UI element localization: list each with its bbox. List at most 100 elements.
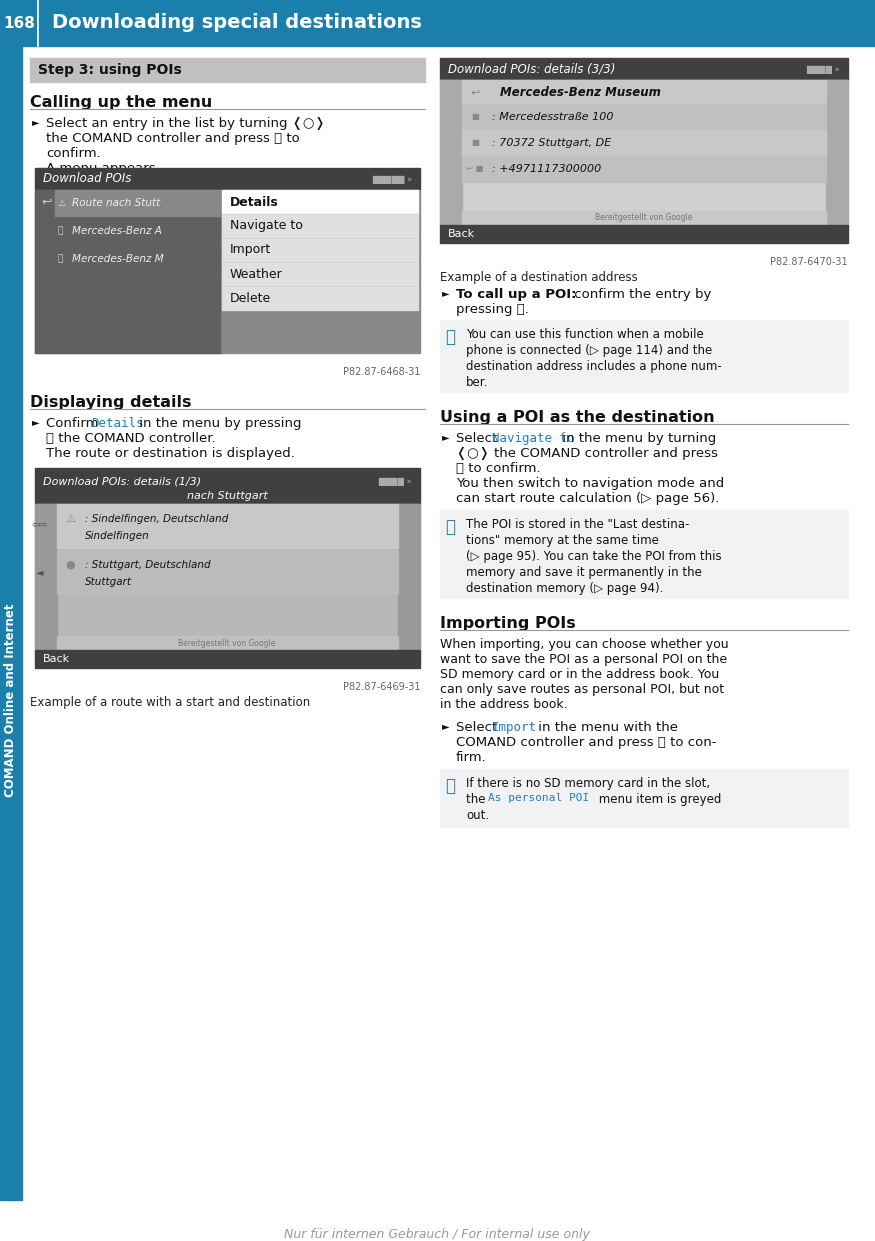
Text: Mercedes-Benz A: Mercedes-Benz A [72, 226, 162, 236]
Text: Sindelfingen: Sindelfingen [85, 531, 150, 541]
Text: : Sindelfingen, Deutschland: : Sindelfingen, Deutschland [85, 514, 228, 524]
Text: : Mercedesstraße 100: : Mercedesstraße 100 [492, 112, 613, 122]
Text: memory and save it permanently in the: memory and save it permanently in the [466, 566, 702, 580]
Text: destination address includes a phone num-: destination address includes a phone num… [466, 360, 722, 374]
Bar [35, 504, 57, 650]
Text: Example of a destination address: Example of a destination address [440, 271, 638, 284]
Text: confirm the entry by: confirm the entry by [570, 288, 711, 302]
Text: ↩: ↩ [471, 87, 480, 97]
Text: Back: Back [43, 654, 70, 664]
Text: ►: ► [442, 432, 450, 442]
Text: ►: ► [32, 417, 39, 427]
Text: As personal POI: As personal POI [488, 793, 589, 803]
Text: the: the [466, 793, 489, 805]
Bar [440, 79, 462, 225]
Bar [30, 58, 425, 82]
Bar [440, 769, 848, 827]
Text: (▷ page 95). You can take the POI from this: (▷ page 95). You can take the POI from t… [466, 550, 722, 563]
Text: ●: ● [65, 560, 75, 570]
Text: P82.87-6470-31: P82.87-6470-31 [770, 257, 848, 267]
Text: ◄: ◄ [36, 567, 44, 577]
Text: Download POIs: details (3/3): Download POIs: details (3/3) [448, 62, 615, 76]
Bar [35, 168, 420, 190]
Text: When importing, you can choose whether you: When importing, you can choose whether y… [440, 638, 729, 652]
Bar [35, 504, 420, 650]
Text: ████ »: ████ » [806, 65, 840, 73]
Text: ⇦⇨: ⇦⇨ [31, 521, 48, 531]
Text: ■: ■ [471, 139, 479, 148]
Text: Import: Import [492, 721, 537, 733]
Text: If there is no SD memory card in the slot,: If there is no SD memory card in the slo… [466, 777, 710, 791]
Bar [35, 468, 420, 504]
Bar [462, 104, 826, 130]
Bar [57, 635, 398, 650]
Text: Using a POI as the destination: Using a POI as the destination [440, 410, 715, 424]
Bar [440, 320, 848, 392]
Text: Download POIs: details (1/3): Download POIs: details (1/3) [43, 477, 201, 486]
Text: Importing POIs: Importing POIs [440, 616, 576, 630]
Text: : Stuttgart, Deutschland: : Stuttgart, Deutschland [85, 560, 211, 570]
Bar [462, 156, 826, 182]
Text: in the menu by turning: in the menu by turning [558, 432, 717, 446]
Bar [222, 213, 418, 238]
Text: ████ »: ████ » [378, 478, 412, 486]
Bar [222, 238, 418, 262]
Bar [222, 262, 418, 285]
Text: : +4971117300000: : +4971117300000 [492, 164, 601, 174]
Text: ⓘ: ⓘ [445, 517, 455, 536]
Text: The POI is stored in the "Last destina-: The POI is stored in the "Last destina- [466, 517, 690, 531]
Text: Import: Import [230, 243, 271, 257]
Text: ⓘ the COMAND controller.: ⓘ the COMAND controller. [46, 432, 215, 446]
Text: the COMAND controller and press ⓘ to: the COMAND controller and press ⓘ to [46, 132, 300, 145]
Bar [440, 225, 848, 243]
Text: Navigate to: Navigate to [492, 432, 575, 446]
Text: firm.: firm. [456, 751, 486, 764]
Text: Select: Select [456, 721, 501, 733]
Bar [0, 0, 875, 46]
Text: out.: out. [466, 809, 489, 822]
Text: in the address book.: in the address book. [440, 697, 568, 711]
Text: Download POIs: Download POIs [43, 172, 131, 185]
Bar [462, 79, 826, 104]
Text: Bereitgestellt von Google: Bereitgestellt von Google [595, 213, 693, 222]
Text: ⮚: ⮚ [58, 254, 63, 263]
Text: ↩: ↩ [41, 196, 52, 208]
Text: menu item is greyed: menu item is greyed [595, 793, 721, 805]
Bar [462, 130, 826, 156]
Text: P82.87-6468-31: P82.87-6468-31 [342, 367, 420, 377]
Bar [35, 650, 420, 668]
Text: confirm.: confirm. [46, 146, 101, 160]
Text: ⮚: ⮚ [58, 227, 63, 236]
Text: can only save routes as personal POI, but not: can only save routes as personal POI, bu… [440, 683, 724, 696]
Text: destination memory (▷ page 94).: destination memory (▷ page 94). [466, 582, 663, 594]
Text: ►: ► [442, 288, 450, 298]
Text: Bereitgestellt von Google: Bereitgestellt von Google [178, 639, 276, 648]
Text: Mercedes-Benz M: Mercedes-Benz M [72, 254, 164, 264]
Text: Downloading special destinations: Downloading special destinations [52, 14, 422, 32]
Text: COMAND Online and Internet: COMAND Online and Internet [4, 603, 18, 797]
Text: phone is connected (▷ page 114) and the: phone is connected (▷ page 114) and the [466, 344, 712, 357]
Text: You then switch to navigation mode and: You then switch to navigation mode and [456, 477, 724, 490]
Text: Details: Details [230, 196, 279, 208]
Text: You can use this function when a mobile: You can use this function when a mobile [466, 328, 704, 341]
Text: ►: ► [442, 721, 450, 731]
Bar [57, 550, 398, 594]
Text: Mercedes-Benz Museum: Mercedes-Benz Museum [500, 86, 661, 98]
Text: in the menu by pressing: in the menu by pressing [135, 417, 302, 429]
Text: A menu appears.: A menu appears. [46, 163, 160, 175]
Text: want to save the POI as a personal POI on the: want to save the POI as a personal POI o… [440, 653, 727, 666]
Text: nach Stuttgart: nach Stuttgart [186, 491, 268, 501]
Text: ■: ■ [471, 113, 479, 122]
Text: ⓘ: ⓘ [445, 328, 455, 346]
Text: Example of a route with a start and destination: Example of a route with a start and dest… [30, 696, 311, 709]
Text: COMAND controller and press ⓘ to con-: COMAND controller and press ⓘ to con- [456, 736, 717, 750]
Text: P82.87-6469-31: P82.87-6469-31 [342, 683, 420, 692]
Text: Displaying details: Displaying details [30, 395, 192, 410]
Bar [440, 58, 848, 79]
Text: ⚠: ⚠ [65, 514, 75, 524]
Text: ►: ► [32, 117, 39, 127]
Text: ber.: ber. [466, 376, 488, 388]
Bar [35, 190, 220, 352]
Text: Route nach Stutt: Route nach Stutt [72, 199, 160, 208]
Text: Step 3: using POIs: Step 3: using POIs [38, 63, 182, 77]
